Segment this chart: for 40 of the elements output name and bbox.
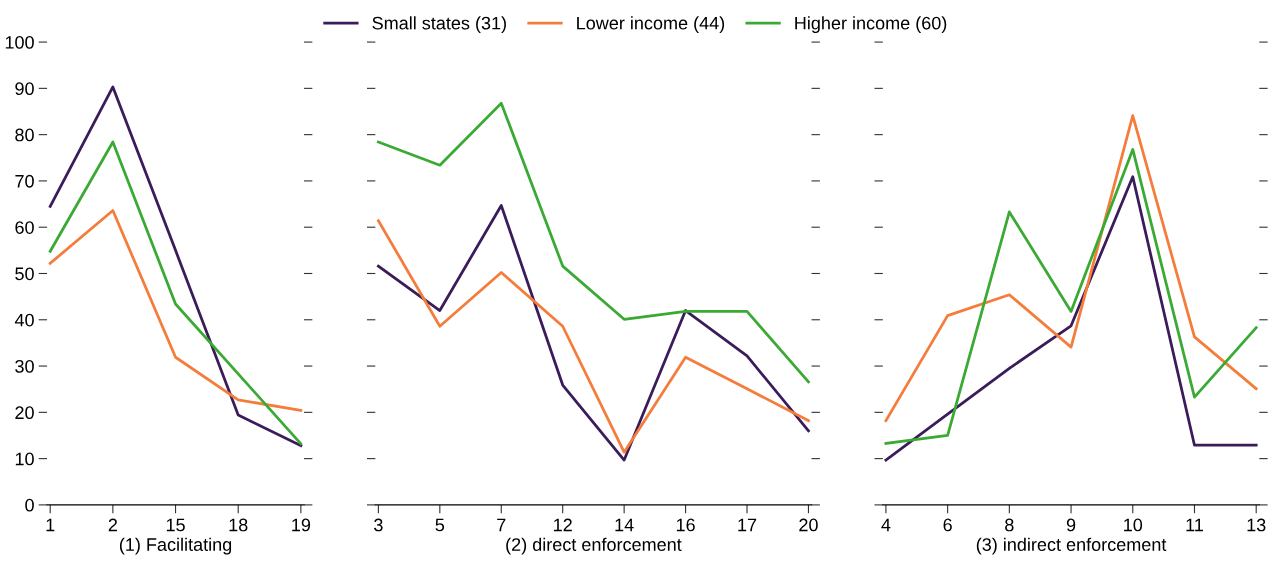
y-tick-label: 60 [15, 221, 34, 234]
x-tick-label: 4 [881, 518, 891, 532]
y-tick-label: 10 [15, 452, 34, 466]
line-series [48, 140, 303, 446]
y-tick-label: 0 [25, 498, 34, 512]
legend-label: Higher income (60) [795, 16, 947, 34]
x-tick-label: 19 [292, 518, 311, 532]
x-tick-label: 6 [943, 518, 952, 532]
line-series [48, 209, 303, 412]
y-tick-label: 100 [5, 36, 34, 49]
x-tick-label: 2 [108, 518, 117, 532]
x-tick-label: 8 [1005, 518, 1014, 532]
x-tick-label: 18 [229, 518, 248, 532]
y-tick-label: 80 [15, 128, 34, 142]
x-tick-label: 13 [1247, 518, 1266, 532]
y-tick-label: 50 [15, 267, 34, 281]
x-axis-title: (1) Facilitating [119, 537, 232, 555]
legend-label: Small states (31) [372, 16, 506, 34]
x-axis-title: (3) indirect enforcement [976, 537, 1167, 555]
x-tick-label: 12 [554, 518, 572, 532]
x-axis-title: (2) direct enforcement [506, 537, 682, 555]
y-tick-label: 70 [15, 174, 34, 188]
y-tick-label: 90 [15, 82, 34, 96]
legend-label: Lower income (44) [577, 16, 725, 34]
x-tick-label: 15 [166, 518, 185, 532]
x-tick-label: 9 [1066, 518, 1076, 532]
x-tick-label: 11 [1186, 518, 1203, 532]
x-tick-label: 3 [374, 518, 383, 532]
y-tick-label: 20 [15, 406, 34, 420]
x-tick-label: 5 [435, 518, 445, 532]
y-tick-label: 40 [14, 313, 34, 327]
x-tick-label: 10 [1124, 518, 1143, 532]
x-tick-label: 17 [738, 518, 757, 532]
y-tick-label: 30 [15, 359, 34, 373]
x-tick-label: 16 [676, 518, 695, 532]
x-tick-label: 1 [46, 518, 55, 532]
x-tick-label: 7 [497, 518, 506, 532]
x-tick-label: 14 [615, 518, 634, 532]
x-tick-label: 20 [799, 518, 818, 532]
line-series [48, 85, 303, 448]
